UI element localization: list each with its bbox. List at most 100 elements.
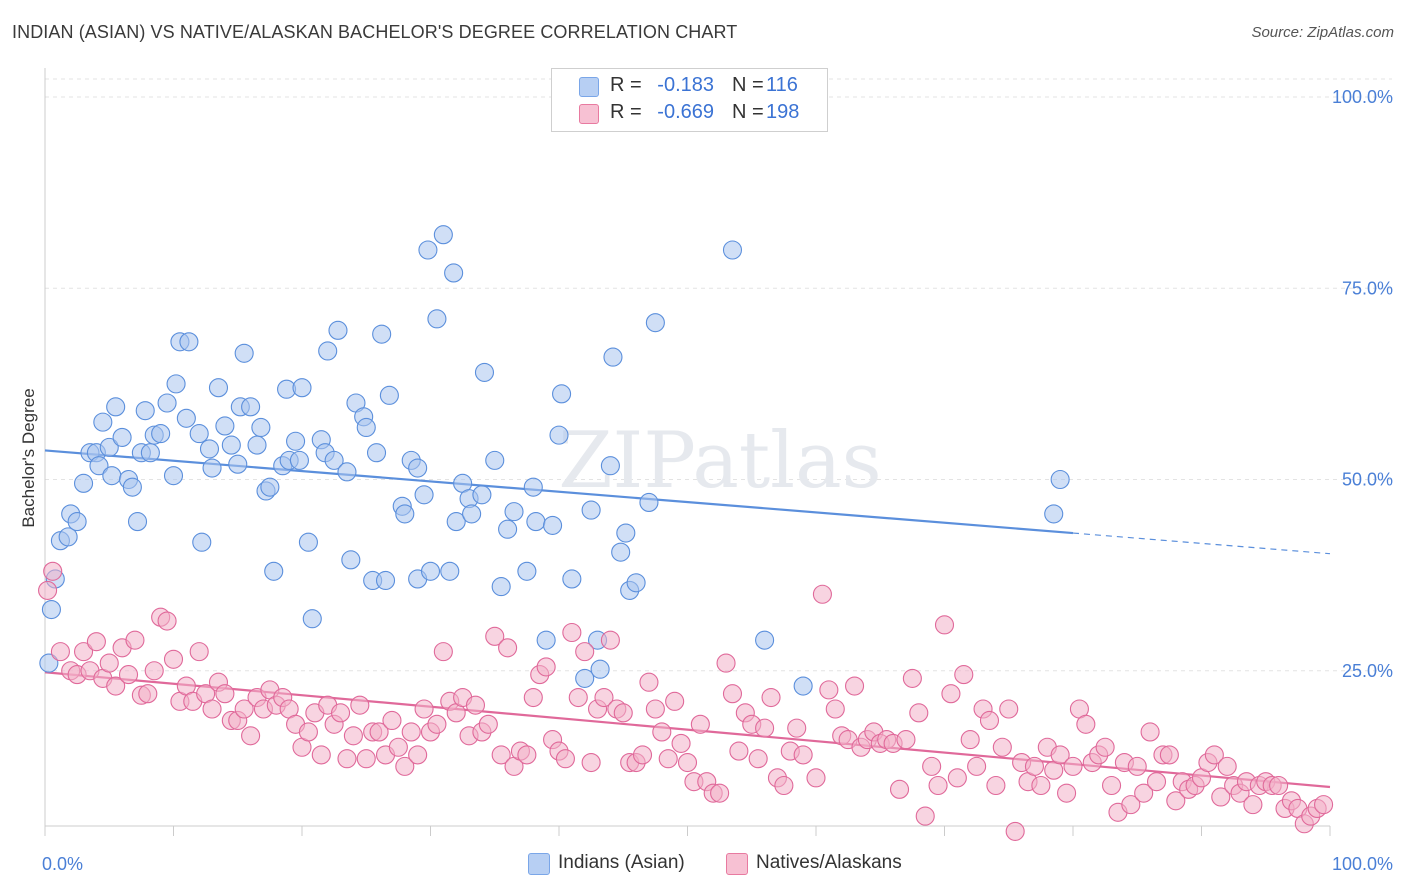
data-point-indians: [99, 437, 119, 457]
data-point-natives: [1314, 795, 1334, 815]
data-point-indians: [395, 504, 415, 524]
chart-title: INDIAN (ASIAN) VS NATIVE/ALASKAN BACHELO…: [12, 22, 738, 42]
data-point-natives: [787, 718, 807, 738]
data-point-natives: [401, 722, 421, 742]
data-point-indians: [498, 519, 518, 539]
data-point-indians: [328, 320, 348, 340]
data-point-indians: [157, 393, 177, 413]
data-point-natives: [1095, 737, 1115, 757]
data-point-natives: [1005, 821, 1025, 841]
data-point-indians: [41, 599, 61, 620]
n-label: N =: [732, 74, 764, 96]
data-point-natives: [812, 584, 832, 604]
data-point-indians: [179, 332, 199, 352]
data-point-natives: [202, 699, 222, 719]
r-value: -0.669: [657, 101, 714, 123]
data-point-natives: [658, 749, 678, 769]
data-point-natives: [600, 630, 620, 650]
legend-swatch-indians: [528, 853, 550, 875]
data-point-indians: [234, 343, 254, 363]
data-point-indians: [600, 456, 620, 476]
data-point-natives: [947, 768, 967, 788]
data-point-indians: [341, 550, 361, 570]
data-point-natives: [395, 756, 415, 776]
x-tick-label-min: 0.0%: [42, 854, 83, 874]
data-point-natives: [729, 741, 749, 761]
data-point-indians: [140, 443, 160, 463]
data-point-indians: [208, 378, 229, 398]
data-point-natives: [645, 699, 665, 719]
data-point-natives: [1063, 756, 1083, 776]
data-point-indians: [289, 450, 309, 470]
data-point-indians: [247, 435, 267, 455]
n-value: 198: [766, 101, 800, 123]
stats-legend-row-indians: R = -0.183 N = 116: [552, 74, 827, 100]
data-point-indians: [151, 424, 171, 444]
legend-swatch-natives: [579, 104, 599, 124]
y-tick-label: 100.0%: [1332, 87, 1393, 107]
data-point-indians: [372, 324, 392, 344]
data-point-natives: [189, 642, 209, 662]
data-point-natives: [902, 668, 922, 688]
data-point-natives: [665, 691, 685, 711]
stats-legend: R = -0.183 N = 116 R = -0.669 N = 198: [551, 68, 828, 132]
data-point-natives: [1121, 795, 1141, 815]
data-point-indians: [163, 466, 184, 486]
y-tick-label: 75.0%: [1342, 278, 1393, 298]
data-point-natives: [1024, 756, 1044, 776]
data-point-natives: [523, 687, 543, 708]
data-point-natives: [74, 642, 94, 662]
data-point-natives: [575, 642, 595, 662]
data-point-natives: [999, 699, 1019, 719]
data-point-indians: [366, 443, 387, 463]
data-points: [38, 225, 1334, 841]
data-point-natives: [536, 657, 556, 677]
data-point-natives: [343, 726, 363, 746]
data-point-indians: [581, 500, 601, 520]
data-point-natives: [825, 699, 845, 719]
n-label: N =: [732, 101, 764, 123]
data-point-natives: [1166, 791, 1186, 811]
data-point-indians: [298, 532, 318, 552]
r-label: R =: [610, 74, 642, 96]
data-point-natives: [215, 684, 235, 704]
data-point-natives: [761, 687, 781, 708]
data-point-indians: [408, 458, 428, 478]
stats-legend-row-natives: R = -0.669 N = 198: [552, 101, 827, 127]
data-point-natives: [562, 622, 582, 643]
data-point-indians: [722, 240, 743, 260]
data-point-indians: [318, 341, 338, 361]
data-point-indians: [192, 532, 212, 552]
data-point-natives: [1243, 795, 1263, 815]
data-point-indians: [639, 492, 659, 513]
data-point-indians: [102, 466, 122, 486]
data-point-natives: [986, 775, 1006, 796]
r-label: R =: [610, 101, 642, 123]
data-point-indians: [645, 313, 665, 333]
y-tick-label: 25.0%: [1342, 661, 1393, 681]
data-point-natives: [992, 737, 1012, 757]
data-point-natives: [99, 653, 119, 673]
data-point-indians: [324, 450, 344, 470]
data-point-indians: [264, 561, 284, 581]
data-point-natives: [382, 710, 402, 731]
legend-swatch-indians: [579, 77, 599, 97]
data-point-natives: [408, 745, 428, 765]
data-point-indians: [356, 417, 376, 438]
data-point-natives: [967, 756, 987, 776]
legend-swatch-natives: [726, 853, 748, 875]
data-point-natives: [337, 749, 357, 769]
data-point-indians: [176, 408, 196, 428]
data-point-indians: [420, 561, 441, 581]
data-point-indians: [536, 630, 556, 650]
data-point-indians: [67, 512, 87, 532]
data-point-natives: [433, 642, 453, 662]
data-point-natives: [1127, 756, 1147, 776]
data-point-indians: [89, 456, 109, 476]
data-point-natives: [356, 749, 376, 769]
data-point-natives: [671, 733, 691, 753]
data-point-indians: [241, 397, 261, 417]
data-point-indians: [189, 424, 209, 444]
data-point-indians: [166, 374, 186, 394]
